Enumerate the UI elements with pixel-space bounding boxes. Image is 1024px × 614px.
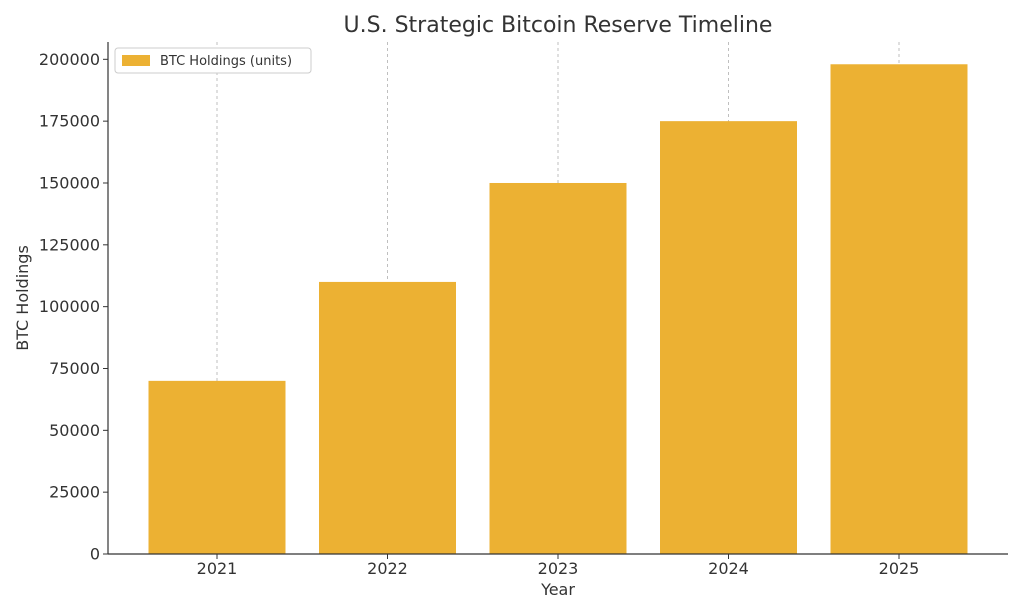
- legend-box: [114, 47, 312, 74]
- bar-2022: [319, 281, 456, 554]
- x-tick-label: 2025: [879, 559, 920, 578]
- y-tick-label: 125000: [39, 235, 100, 254]
- legend: BTC Holdings (units): [114, 47, 312, 74]
- chart-title: U.S. Strategic Bitcoin Reserve Timeline: [344, 13, 773, 38]
- y-ticks: 0 25000 50000 75000 100000 125000 150000 175000…: [39, 50, 108, 564]
- bar-2024: [660, 121, 797, 555]
- x-ticks: 2021 2022 2023 2024 2025: [197, 554, 920, 578]
- y-tick-label: 75000: [49, 359, 100, 378]
- x-axis-label: Year: [540, 580, 575, 599]
- bars: [148, 64, 968, 555]
- x-tick-label: 2021: [197, 559, 238, 578]
- y-tick-label: 0: [90, 545, 100, 564]
- y-tick-label: 150000: [39, 173, 100, 192]
- bar-2021: [148, 380, 286, 554]
- x-tick-label: 2024: [708, 559, 749, 578]
- y-tick-label: 50000: [49, 421, 100, 440]
- x-tick-label: 2023: [538, 559, 579, 578]
- x-tick-label: 2022: [367, 559, 408, 578]
- y-tick-label: 25000: [49, 483, 100, 502]
- bar-2025: [830, 64, 968, 555]
- bar-2023: [489, 182, 627, 554]
- y-tick-label: 175000: [39, 112, 100, 131]
- legend-swatch: [122, 55, 150, 66]
- legend-label: BTC Holdings (units): [160, 54, 292, 69]
- y-axis-label: BTC Holdings: [13, 245, 32, 351]
- y-tick-label: 200000: [39, 50, 100, 69]
- y-tick-label: 100000: [39, 297, 100, 316]
